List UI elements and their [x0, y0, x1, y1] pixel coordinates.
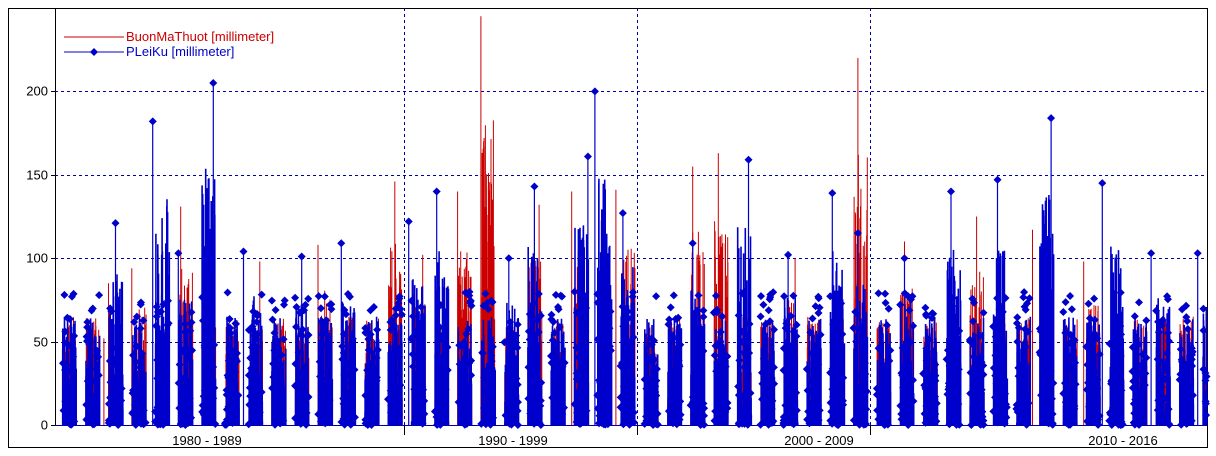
- peak-marker-pleiku: [209, 79, 218, 88]
- peak-marker-pleiku: [174, 249, 183, 258]
- peak-marker-pleiku: [337, 239, 346, 248]
- peak-marker-pleiku: [530, 182, 539, 191]
- rainfall-markers: [59, 287, 1211, 429]
- legend-label-buonmathuot: BuonMaThuot [millimeter]: [126, 29, 274, 44]
- x-period-label: 2000 - 2009: [784, 433, 853, 448]
- peak-marker-pleiku: [1047, 114, 1056, 123]
- peak-marker-pleiku: [784, 250, 793, 259]
- series-layer: [59, 16, 1211, 429]
- peak-marker-pleiku: [900, 254, 909, 263]
- peak-marker-pleiku: [111, 219, 120, 228]
- legend-marker-pleiku: [90, 48, 98, 56]
- y-tick-label: 100: [26, 251, 48, 266]
- legend: BuonMaThuot [millimeter] PLeiKu [millime…: [64, 29, 274, 59]
- y-tick-label: 0: [41, 418, 48, 433]
- legend-label-pleiku: PLeiKu [millimeter]: [126, 44, 234, 59]
- peak-marker-pleiku: [239, 247, 248, 256]
- y-tick-label: 150: [26, 168, 48, 183]
- peak-marker-pleiku: [297, 252, 306, 261]
- peak-marker-pleiku: [404, 217, 413, 226]
- y-tick-label: 50: [34, 335, 48, 350]
- x-axis-period-labels: 1980 - 1989 1990 - 1999 2000 - 2009 2010…: [172, 433, 1157, 448]
- peak-marker-pleiku: [1193, 249, 1202, 258]
- peak-marker-pleiku: [618, 209, 627, 218]
- x-period-label: 1980 - 1989: [172, 433, 241, 448]
- peak-marker-pleiku: [688, 239, 697, 248]
- peak-marker-pleiku: [744, 155, 753, 164]
- peak-marker-pleiku: [1147, 249, 1156, 258]
- peak-marker-pleiku: [828, 189, 837, 198]
- peak-marker-pleiku: [590, 87, 599, 96]
- x-period-label: 1990 - 1999: [478, 433, 547, 448]
- peak-marker-pleiku: [853, 229, 862, 238]
- peak-marker-pleiku: [583, 152, 592, 161]
- x-period-label: 2010 - 2016: [1088, 433, 1157, 448]
- y-tick-label: 200: [26, 84, 48, 99]
- peak-marker-pleiku: [504, 254, 513, 263]
- peak-marker-pleiku: [432, 187, 441, 196]
- series-pleiku: [59, 79, 1211, 429]
- peak-marker-pleiku: [1098, 179, 1107, 188]
- peak-marker-pleiku: [148, 117, 157, 126]
- peak-marker-pleiku: [947, 187, 955, 196]
- peak-marker-pleiku: [993, 175, 1002, 184]
